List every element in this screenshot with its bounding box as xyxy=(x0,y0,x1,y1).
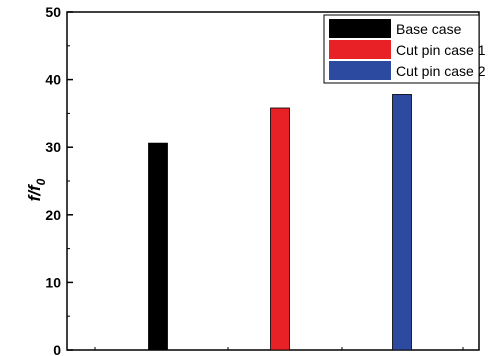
y-tick-label: 10 xyxy=(45,274,61,290)
legend: Base case Cut pin case 1 Cut pin case 2 xyxy=(323,14,486,84)
bar-3 xyxy=(392,94,412,351)
legend-label-1: Base case xyxy=(396,21,462,37)
legend-swatch-3 xyxy=(329,61,391,80)
y-axis-title-main: f/f xyxy=(25,183,44,201)
bar-2 xyxy=(270,107,290,351)
y-tick-label: 40 xyxy=(45,72,61,88)
legend-swatch-2 xyxy=(329,40,391,59)
legend-swatch-1 xyxy=(329,19,391,38)
bars xyxy=(148,94,412,351)
y-tick-label: 20 xyxy=(45,207,61,223)
legend-label-3: Cut pin case 2 xyxy=(396,63,486,79)
legend-label-2: Cut pin case 1 xyxy=(396,42,486,58)
y-axis-title-subscript: 0 xyxy=(34,178,48,185)
bar-1 xyxy=(148,142,168,351)
y-tick-label: 30 xyxy=(45,139,61,155)
y-tick-label: 0 xyxy=(53,342,61,356)
y-tick-label: 50 xyxy=(45,4,61,20)
y-axis-title: f/f0 xyxy=(25,178,48,201)
y-axis-ticks: 0 10 20 30 40 50 xyxy=(45,4,73,356)
